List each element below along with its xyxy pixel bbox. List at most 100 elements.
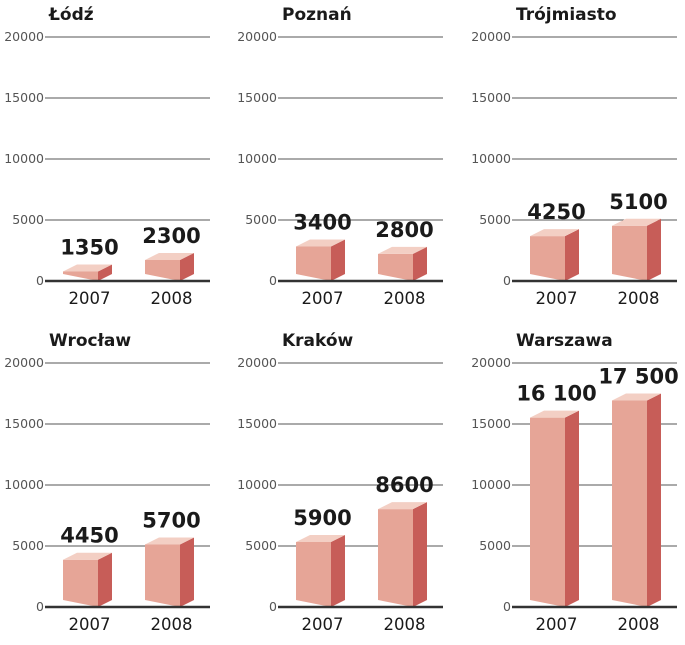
bar-side-face [647, 218, 661, 281]
bar-2007 [63, 264, 112, 281]
y-tick-label: 15000 [4, 416, 44, 431]
bar-2008 [145, 537, 194, 607]
y-tick-label: 10000 [471, 477, 511, 492]
bar-top-face [296, 535, 345, 543]
bar-front-face [612, 225, 647, 281]
x-tick-label: 2008 [384, 289, 426, 308]
y-tick-label: 0 [36, 599, 44, 614]
bar-top-face [378, 246, 427, 254]
value-label: 5900 [293, 506, 351, 530]
value-label: 17 500 [598, 365, 678, 389]
y-tick-label: 0 [36, 273, 44, 288]
y-tick-label: 0 [269, 273, 277, 288]
bar-side-face [565, 229, 579, 281]
y-tick-label: 15000 [237, 416, 277, 431]
y-tick-label: 15000 [4, 90, 44, 105]
x-tick-label: 2007 [302, 289, 344, 308]
bar-top-face [63, 264, 112, 272]
value-label: 5100 [609, 190, 667, 214]
chart-panel-1: Poznań 0 5000 10000 15000 20000 3400 2007 2800 20… [237, 5, 443, 308]
value-label: 3400 [293, 211, 351, 235]
value-label: 2800 [375, 218, 433, 242]
bar-side-face [331, 239, 345, 281]
y-tick-label: 0 [269, 599, 277, 614]
bar-top-face [612, 393, 661, 401]
chart-panel-2: Trójmiasto 0 5000 10000 15000 20000 4250 2007 51… [471, 5, 677, 308]
value-label: 2300 [142, 224, 200, 248]
bar-side-face [413, 246, 427, 281]
value-label: 1350 [60, 236, 118, 260]
bar-2008 [378, 246, 427, 281]
bar-top-face [378, 502, 427, 510]
y-tick-label: 5000 [245, 212, 277, 227]
panel-title: Poznań [282, 5, 352, 25]
chart-panel-0: Łódź 0 5000 10000 15000 20000 1350 2007 2300 2008 [4, 5, 210, 308]
y-tick-label: 15000 [471, 416, 511, 431]
bar-side-face [98, 552, 112, 607]
y-tick-label: 20000 [4, 355, 44, 370]
y-tick-label: 5000 [479, 538, 511, 553]
panel-title: Wrocław [49, 331, 131, 351]
bar-side-face [98, 264, 112, 281]
y-tick-label: 5000 [245, 538, 277, 553]
value-label: 5700 [142, 508, 200, 532]
bar-2007 [530, 410, 579, 607]
bar-top-face [296, 239, 345, 247]
y-tick-label: 20000 [237, 29, 277, 44]
bar-front-face [296, 542, 331, 607]
x-tick-label: 2008 [151, 615, 193, 634]
bar-front-face [145, 544, 180, 607]
bar-side-face [413, 502, 427, 607]
bar-2008 [612, 218, 661, 281]
bar-front-face [378, 509, 413, 607]
bar-side-face [565, 410, 579, 607]
y-tick-label: 20000 [237, 355, 277, 370]
y-tick-label: 20000 [471, 29, 511, 44]
x-tick-label: 2007 [536, 615, 578, 634]
bar-front-face [63, 271, 98, 281]
x-tick-label: 2007 [69, 289, 111, 308]
value-label: 16 100 [516, 382, 596, 406]
value-label: 4450 [60, 524, 118, 548]
bar-top-face [530, 229, 579, 237]
value-label: 8600 [375, 473, 433, 497]
x-tick-label: 2007 [302, 615, 344, 634]
bar-top-face [612, 218, 661, 226]
bar-side-face [180, 537, 194, 607]
bar-2007 [530, 229, 579, 281]
y-tick-label: 0 [503, 599, 511, 614]
bar-2008 [145, 252, 194, 281]
panel-title: Kraków [282, 331, 354, 351]
x-tick-label: 2008 [384, 615, 426, 634]
y-tick-label: 20000 [4, 29, 44, 44]
x-tick-label: 2008 [618, 615, 660, 634]
x-tick-label: 2008 [151, 289, 193, 308]
value-label: 4250 [527, 200, 585, 224]
x-tick-label: 2008 [618, 289, 660, 308]
bar-front-face [63, 559, 98, 607]
panel-title: Warszawa [516, 331, 613, 351]
x-tick-label: 2007 [536, 289, 578, 308]
y-tick-label: 5000 [12, 212, 44, 227]
y-tick-label: 15000 [237, 90, 277, 105]
y-tick-label: 5000 [12, 538, 44, 553]
bar-side-face [180, 252, 194, 281]
bar-front-face [530, 236, 565, 281]
y-tick-label: 10000 [4, 477, 44, 492]
bar-2007 [296, 535, 345, 607]
y-tick-label: 5000 [479, 212, 511, 227]
y-tick-label: 10000 [237, 151, 277, 166]
y-tick-label: 10000 [237, 477, 277, 492]
bar-side-face [647, 393, 661, 607]
bar-2007 [63, 552, 112, 607]
chart-panel-4: Kraków 0 5000 10000 15000 20000 5900 2007 8600 20… [237, 331, 443, 634]
bar-side-face [331, 535, 345, 607]
x-tick-label: 2007 [69, 615, 111, 634]
y-tick-label: 10000 [471, 151, 511, 166]
bar-top-face [530, 410, 579, 418]
bar-top-face [63, 552, 112, 560]
bar-front-face [296, 246, 331, 281]
y-tick-label: 0 [503, 273, 511, 288]
